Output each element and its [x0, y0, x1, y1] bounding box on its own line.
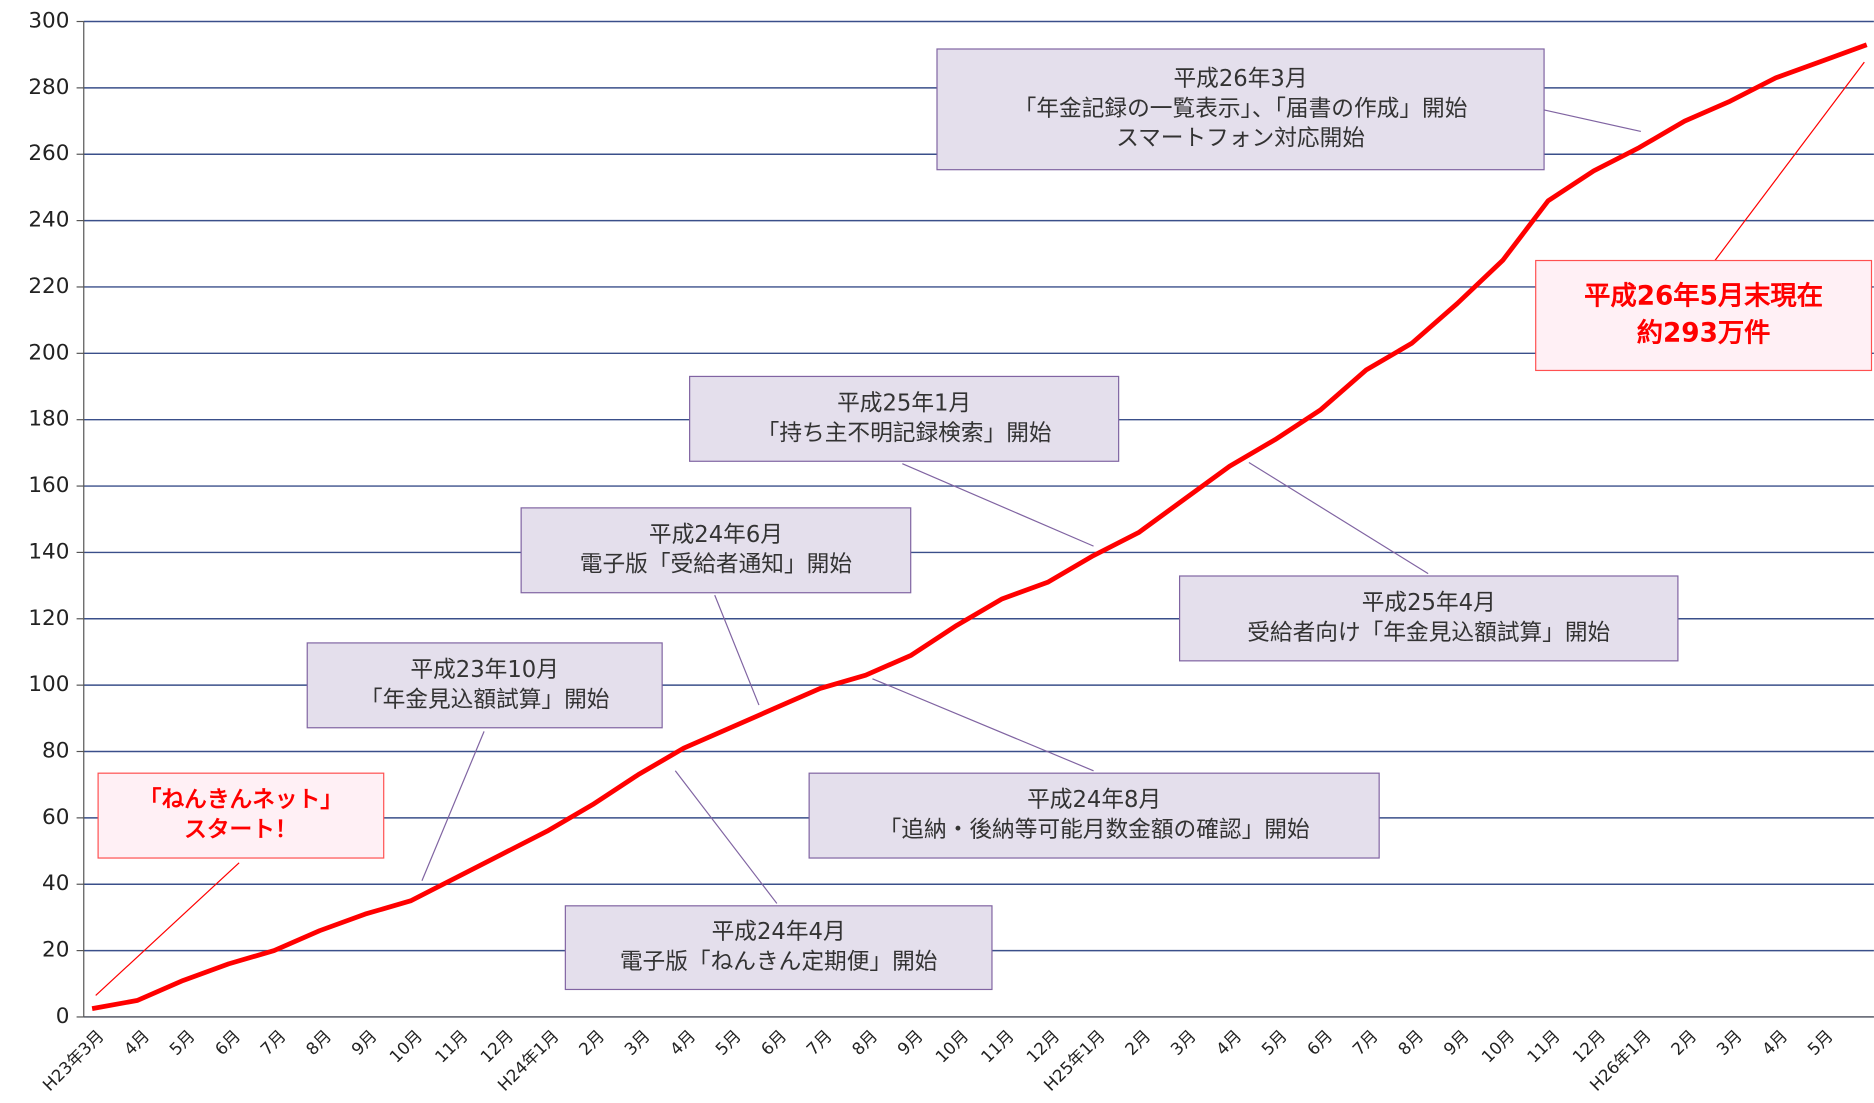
x-tick-label: 2月: [575, 1026, 608, 1059]
x-tick-label: 8月: [302, 1026, 335, 1059]
y-tick-label: 300: [28, 9, 69, 34]
x-tick-label: 9月: [893, 1026, 926, 1059]
x-tick-label: 4月: [1758, 1026, 1791, 1059]
leader-line: [421, 731, 485, 881]
x-tick-label: 10月: [385, 1026, 426, 1067]
annotation-text: 平成26年3月: [1174, 66, 1308, 92]
x-tick-label: 5月: [711, 1026, 744, 1059]
leader-line: [95, 862, 240, 996]
x-tick-label: 2月: [1667, 1026, 1700, 1059]
x-tick-label: 3月: [620, 1026, 653, 1059]
y-tick-label: 0: [56, 1004, 70, 1029]
data-line: [91, 42, 1868, 1012]
leader-line: [872, 678, 1094, 772]
annotation-text: 平成25年1月: [837, 390, 971, 416]
annotation-box: [97, 772, 385, 859]
y-tick-label: 160: [28, 473, 69, 498]
x-tick-label: 5月: [1803, 1026, 1836, 1059]
leader-line: [1248, 461, 1429, 575]
annotation-box: [1178, 575, 1679, 662]
x-tick-label: 5月: [1257, 1026, 1290, 1059]
x-tick-label: 11月: [1523, 1026, 1564, 1067]
y-tick-label: 180: [28, 407, 69, 432]
x-tick-label: 3月: [1712, 1026, 1745, 1059]
annotation-text: 約293万件: [1637, 318, 1771, 349]
x-tick-label: 7月: [802, 1026, 835, 1059]
leader-line: [674, 770, 778, 904]
annotation-text: 「追納・後納等可能月数金額の確認」開始: [879, 817, 1310, 843]
x-tick-label: 2月: [1121, 1026, 1154, 1059]
annotation-text: 「ねんきんネット」: [139, 787, 343, 813]
annotation-text: 電子版「受給者通知」開始: [580, 552, 852, 578]
x-tick-label: 8月: [848, 1026, 881, 1059]
annotation-text: スタート！: [184, 817, 297, 843]
x-tick-label: 4月: [1212, 1026, 1245, 1059]
y-tick-label: 240: [28, 208, 69, 233]
annotation-box: [564, 905, 993, 991]
annotation-text: 電子版「ねんきん定期便」開始: [620, 949, 938, 975]
annotation-text: 平成26年5月末現在: [1584, 280, 1823, 311]
annotation-text: 「年金記録の一覧表示」、「届書の作成」開始: [1014, 96, 1468, 122]
x-tick-label: H23年3月: [38, 1026, 107, 1095]
y-tick-label: 220: [28, 274, 69, 299]
annotation-text: 「持ち主不明記録検索」開始: [757, 420, 1052, 446]
annotation-text: 平成24年4月: [712, 919, 846, 945]
x-tick-label: 4月: [120, 1026, 153, 1059]
y-tick-label: 20: [42, 938, 69, 963]
y-tick-label: 140: [28, 539, 69, 564]
x-tick-label: 7月: [256, 1026, 289, 1059]
x-tick-label: 6月: [211, 1026, 244, 1059]
annotation-text: 平成23年10月: [410, 657, 559, 683]
x-tick-label: 11月: [431, 1026, 472, 1067]
x-tick-label: 11月: [977, 1026, 1018, 1067]
leader-line: [1714, 61, 1865, 261]
x-tick-label: 6月: [757, 1026, 790, 1059]
y-tick-label: 260: [28, 141, 69, 166]
x-tick-label: 12月: [1022, 1026, 1063, 1067]
x-tick-label: 6月: [1303, 1026, 1336, 1059]
annotation-box: [808, 772, 1380, 859]
y-tick-label: 60: [42, 805, 69, 830]
annotation-text: 平成24年6月: [649, 522, 783, 548]
leader-line: [714, 594, 760, 706]
x-tick-label: 7月: [1348, 1026, 1381, 1059]
annotation-box: [306, 642, 663, 729]
x-tick-label: 12月: [1568, 1026, 1609, 1067]
leader-line: [1543, 109, 1641, 133]
annotation-text: 受給者向け「年金見込額試算」開始: [1247, 620, 1610, 646]
x-tick-label: 10月: [1477, 1026, 1518, 1067]
leader-line: [902, 463, 1094, 547]
x-tick-label: 9月: [1439, 1026, 1472, 1059]
y-tick-label: 100: [28, 672, 69, 697]
y-tick-label: 120: [28, 606, 69, 631]
annotation-box: [936, 48, 1545, 171]
y-tick-label: 200: [28, 340, 69, 365]
annotation-box: [1535, 259, 1873, 372]
annotation-text: 平成25年4月: [1362, 590, 1496, 616]
y-tick-label: 280: [28, 75, 69, 100]
annotation-text: 「年金見込額試算」開始: [360, 687, 610, 713]
y-tick-label: 40: [42, 871, 69, 896]
x-tick-label: 8月: [1394, 1026, 1427, 1059]
annotation-text: スマートフォン対応開始: [1116, 126, 1365, 152]
annotation-text: 平成24年8月: [1027, 787, 1161, 813]
x-tick-label: 5月: [165, 1026, 198, 1059]
x-tick-label: 10月: [931, 1026, 972, 1067]
annotation-box: [689, 375, 1120, 462]
x-tick-label: 12月: [476, 1026, 517, 1067]
annotation-box: [520, 507, 912, 594]
x-tick-label: 9月: [347, 1026, 380, 1059]
x-tick-label: 3月: [1166, 1026, 1199, 1059]
y-tick-label: 80: [42, 739, 69, 764]
x-tick-label: 4月: [666, 1026, 699, 1059]
